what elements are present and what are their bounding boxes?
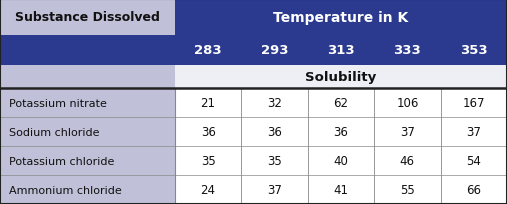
Text: 283: 283	[194, 44, 222, 57]
Bar	[175, 146, 241, 175]
Bar	[308, 89, 374, 118]
Text: 21: 21	[201, 97, 215, 110]
Text: 41: 41	[334, 183, 348, 196]
Text: 293: 293	[261, 44, 288, 57]
Bar	[0, 0, 175, 36]
Text: Temperature in K: Temperature in K	[273, 11, 409, 25]
Bar	[441, 89, 507, 118]
Text: 35: 35	[201, 154, 215, 167]
Text: 36: 36	[267, 125, 282, 139]
Text: 37: 37	[466, 125, 481, 139]
Bar	[175, 175, 241, 204]
Bar	[0, 146, 175, 175]
Text: 24: 24	[201, 183, 215, 196]
Text: 313: 313	[327, 44, 355, 57]
Bar	[241, 175, 308, 204]
Bar	[241, 118, 308, 146]
Text: Sodium chloride: Sodium chloride	[9, 127, 99, 137]
Text: Substance Dissolved: Substance Dissolved	[15, 11, 160, 24]
Bar	[241, 146, 308, 175]
Text: 37: 37	[267, 183, 282, 196]
Text: Potassium chloride: Potassium chloride	[9, 156, 114, 166]
Bar	[175, 0, 507, 36]
Bar	[175, 36, 507, 65]
Text: 167: 167	[462, 97, 485, 110]
Bar	[308, 146, 374, 175]
Text: 106: 106	[396, 97, 419, 110]
Text: Ammonium chloride: Ammonium chloride	[9, 185, 122, 195]
Bar	[0, 175, 175, 204]
Text: 35: 35	[267, 154, 282, 167]
Bar	[0, 89, 175, 118]
Text: 333: 333	[393, 44, 421, 57]
Text: 37: 37	[400, 125, 415, 139]
Bar	[374, 118, 441, 146]
Text: 55: 55	[400, 183, 415, 196]
Text: 46: 46	[400, 154, 415, 167]
Bar	[441, 146, 507, 175]
Bar	[0, 36, 175, 65]
Bar	[441, 175, 507, 204]
Text: 66: 66	[466, 183, 481, 196]
Bar	[308, 118, 374, 146]
Bar	[308, 175, 374, 204]
Bar	[241, 89, 308, 118]
Bar	[0, 118, 175, 146]
Text: 54: 54	[466, 154, 481, 167]
Text: 353: 353	[460, 44, 488, 57]
Bar	[175, 118, 241, 146]
Text: 36: 36	[334, 125, 348, 139]
Bar	[441, 118, 507, 146]
Text: 62: 62	[334, 97, 348, 110]
Text: Solubility: Solubility	[305, 71, 377, 83]
Text: 32: 32	[267, 97, 282, 110]
Bar	[175, 89, 241, 118]
Text: Potassium nitrate: Potassium nitrate	[9, 98, 106, 108]
Bar	[374, 146, 441, 175]
Text: 40: 40	[334, 154, 348, 167]
Bar	[0, 65, 175, 89]
Bar	[175, 65, 507, 89]
Text: 36: 36	[201, 125, 215, 139]
Bar	[374, 89, 441, 118]
Bar	[374, 175, 441, 204]
